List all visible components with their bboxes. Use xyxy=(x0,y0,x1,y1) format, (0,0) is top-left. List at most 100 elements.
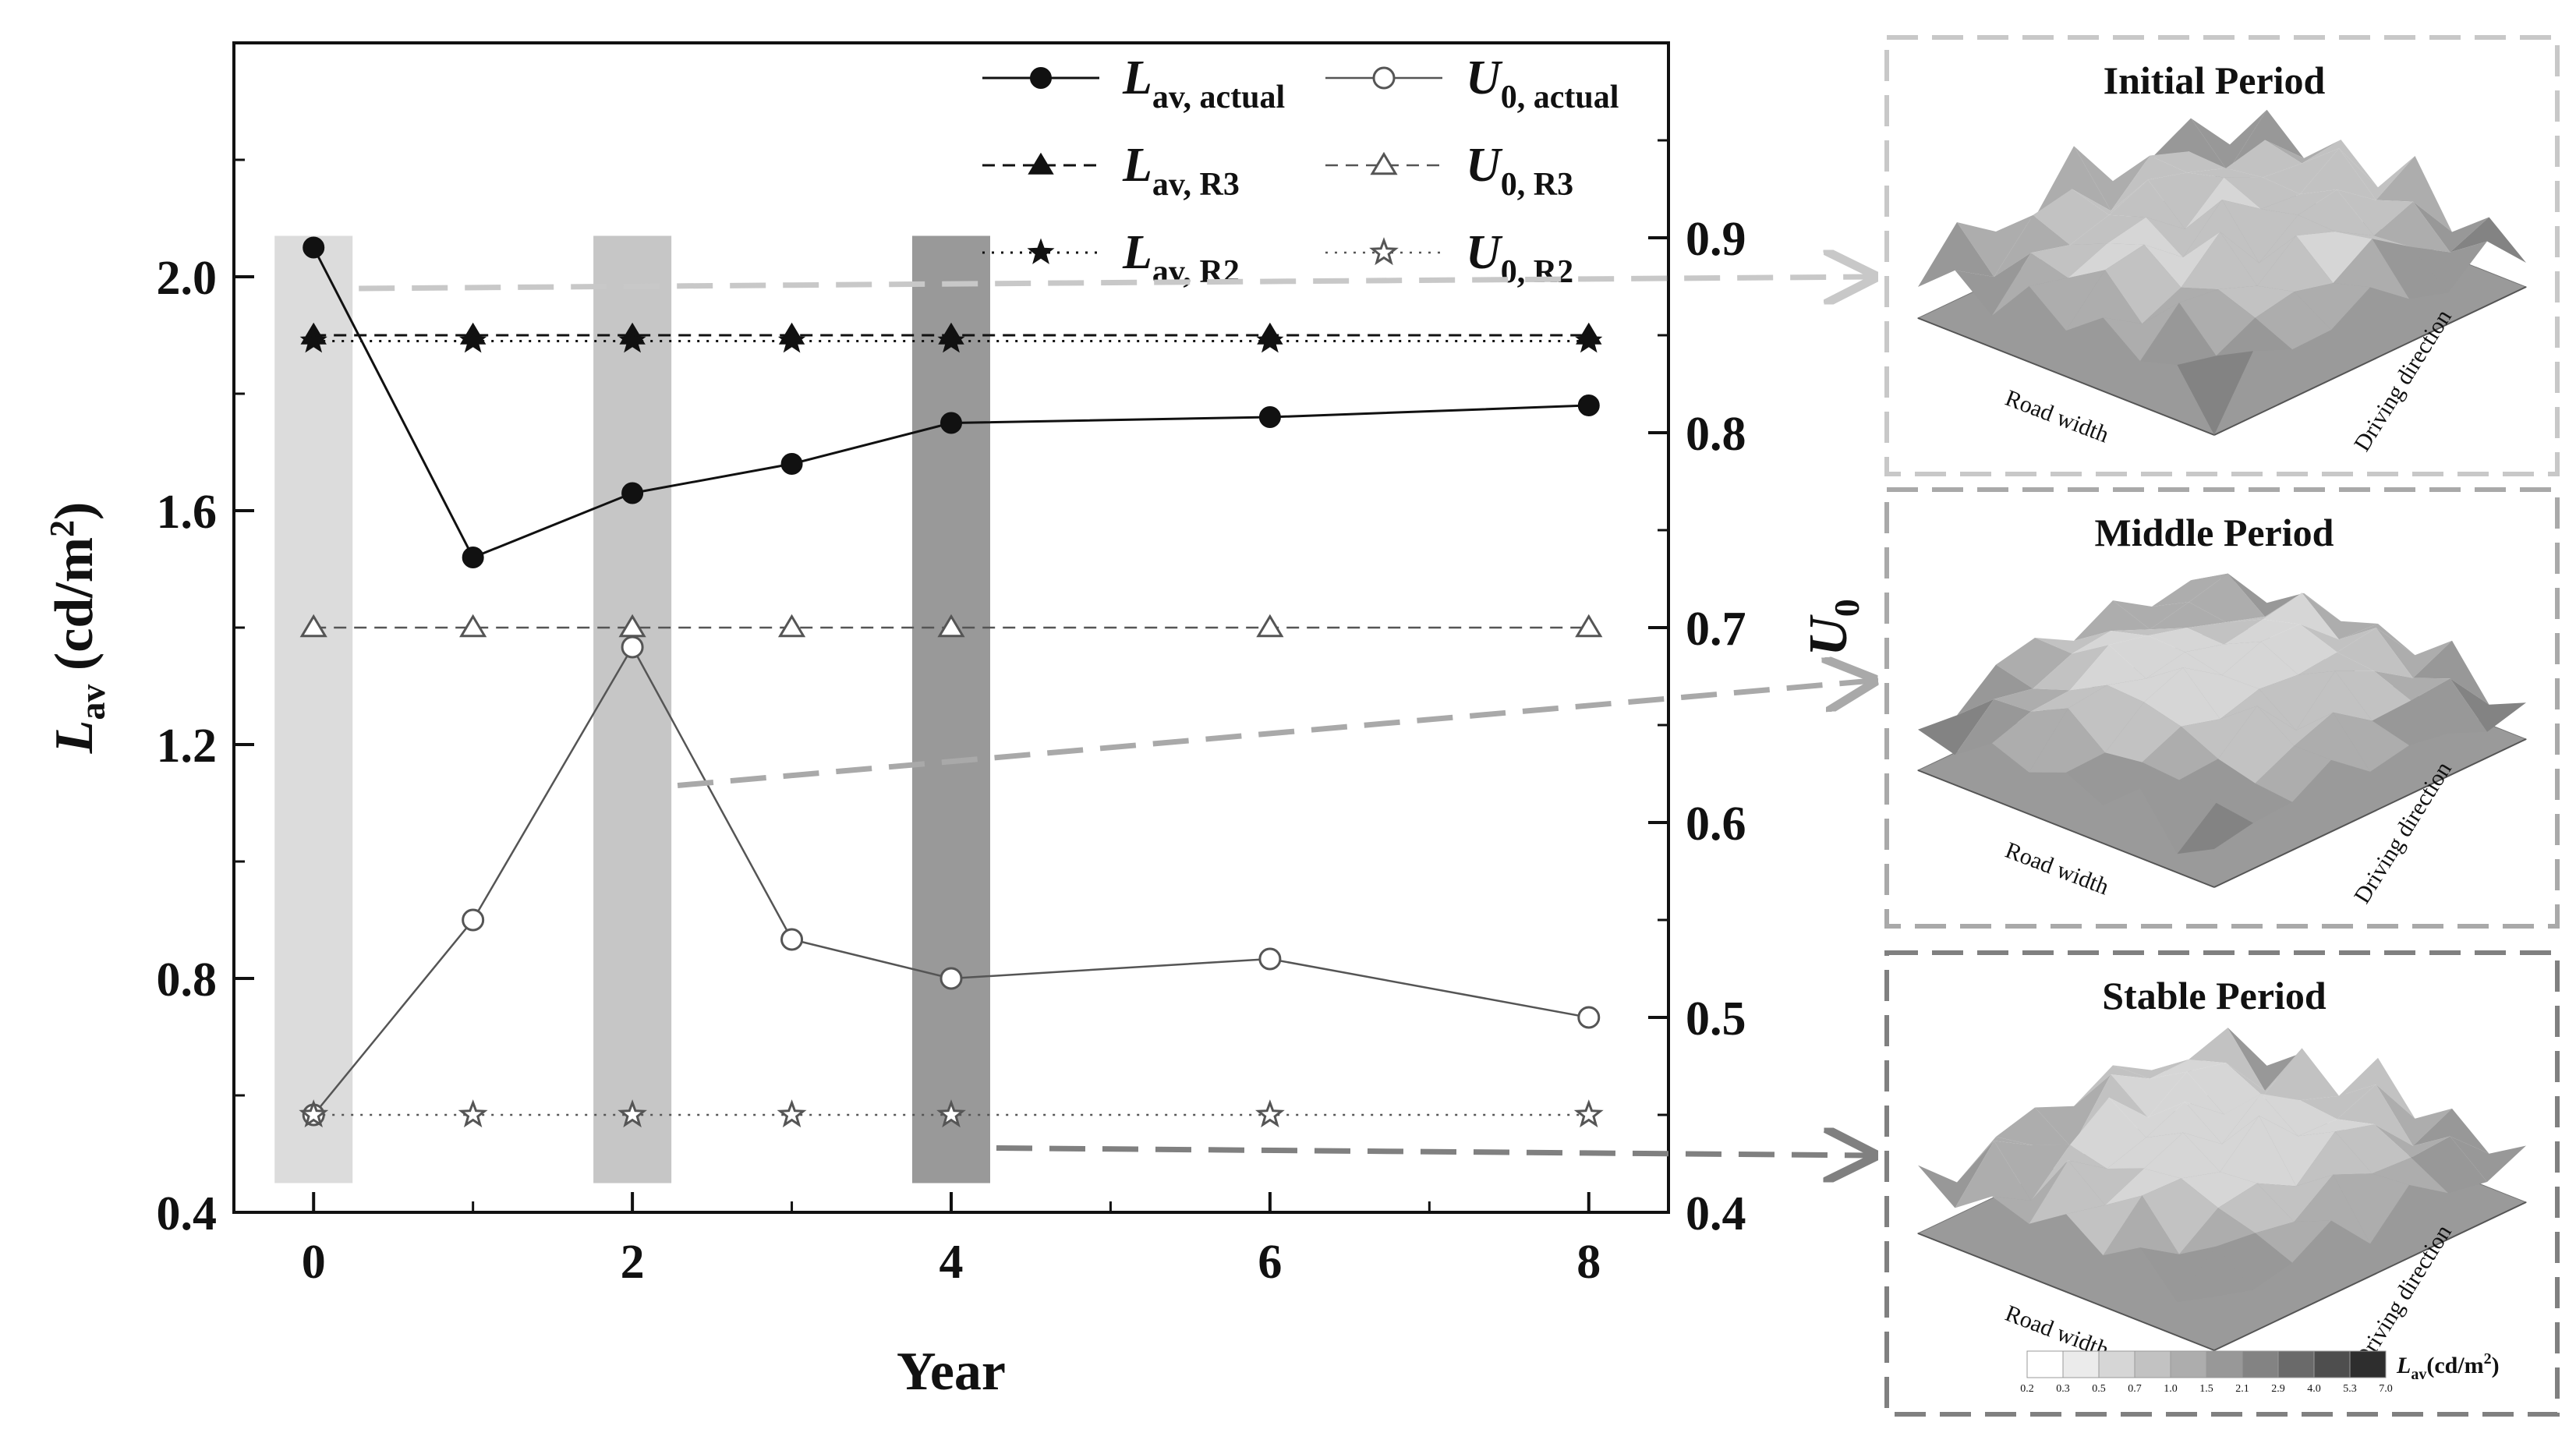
colorbar-swatch-6 xyxy=(2242,1350,2279,1378)
surface-cell-0 xyxy=(2177,351,2253,435)
surface-cell-1 xyxy=(2107,667,2183,702)
legend-label-main-2: L xyxy=(1122,139,1152,192)
surface-cell-1 xyxy=(2411,678,2487,734)
legend-label-sub-3: 0, R3 xyxy=(1501,167,1573,203)
surface-cell-2 xyxy=(1996,1107,2072,1148)
series-3-point-0 xyxy=(299,614,327,638)
surface-cell-2 xyxy=(1992,1160,2068,1224)
surface-cell-2 xyxy=(2029,1160,2105,1224)
surface-cell-2 xyxy=(2109,1097,2185,1138)
surface-cell-2 xyxy=(2257,1174,2334,1222)
series-0 xyxy=(303,236,1600,568)
surface-cell-1 xyxy=(2068,685,2144,753)
series-0-point-3 xyxy=(780,453,803,475)
series-1-point-6 xyxy=(1577,1006,1601,1029)
surface-cell-1 xyxy=(2263,593,2339,640)
surface-cell-1 xyxy=(2033,645,2109,691)
colorbar-label: Lav(cd/m2) xyxy=(2396,1350,2500,1383)
surface-cell-2 xyxy=(2376,1084,2452,1146)
surface-cell-1 xyxy=(2150,602,2226,630)
colorbar-swatch-3 xyxy=(2134,1350,2171,1378)
highlight-band-year-4 xyxy=(912,235,990,1183)
surface-cell-1 xyxy=(1994,688,2070,712)
colorbar-swatch-0 xyxy=(2026,1350,2064,1378)
right-tick-label: 0.7 xyxy=(1686,603,1746,656)
surface-cell-0 xyxy=(2107,217,2183,257)
surface-cell-1 xyxy=(2259,670,2335,731)
legend-label-3: U0, R3 xyxy=(1466,139,1573,203)
surface-cell-2 xyxy=(2107,1132,2183,1169)
surface-cell-0 xyxy=(2298,189,2374,236)
surface-cell-1 xyxy=(2142,726,2218,780)
surface-cell-2 xyxy=(2142,1178,2218,1254)
series-1 xyxy=(302,635,1601,1127)
connector-arrow-0 xyxy=(359,277,1873,288)
surface-cell-1 xyxy=(2296,670,2373,731)
legend-label-sub-5: 0, R2 xyxy=(1501,254,1573,290)
legend-marker-0 xyxy=(1030,67,1052,89)
colorbar-label-main: L xyxy=(2396,1353,2411,1378)
surface-cell-0 xyxy=(2296,232,2373,284)
surface-y-axis-0 xyxy=(2213,286,2527,436)
right-tick-label: 0.9 xyxy=(1686,213,1746,266)
series-3-point-1 xyxy=(459,614,487,638)
surface-cell-2 xyxy=(2066,1195,2143,1256)
colorbar-tick-4: 1.0 xyxy=(2164,1383,2178,1395)
connector-arrow-1 xyxy=(677,681,1873,788)
surface-cell-0 xyxy=(2450,217,2526,263)
surface-cell-0 xyxy=(2333,239,2409,299)
surface-cell-0 xyxy=(2259,214,2335,264)
surface-cell-1 xyxy=(2181,706,2257,759)
legend-label-main-0: L xyxy=(1122,51,1152,104)
left-tick-label: 0.8 xyxy=(157,953,218,1007)
surface-cell-1 xyxy=(2177,802,2253,854)
surface-cell-0 xyxy=(2035,146,2111,218)
surface-cell-0 xyxy=(2074,146,2150,211)
series-0-point-2 xyxy=(621,482,644,504)
surface-cell-1 xyxy=(2294,712,2370,772)
surface-cell-2 xyxy=(2300,1084,2376,1120)
surface-cell-1 xyxy=(2109,635,2185,679)
surface-cell-2 xyxy=(2111,1071,2187,1118)
surface-cell-1 xyxy=(1996,638,2072,689)
left-tick-label: 2.0 xyxy=(157,252,218,305)
surface-cell-2 xyxy=(2259,1116,2335,1187)
series-3-point-4 xyxy=(937,614,965,638)
surface-cell-2 xyxy=(2220,1116,2296,1187)
left-tick-label: 1.2 xyxy=(157,720,218,773)
surface-cell-2 xyxy=(2261,1094,2337,1137)
surface-cell-0 xyxy=(2140,302,2217,365)
colorbar-tick-3: 0.7 xyxy=(2128,1383,2142,1395)
surface-cell-1 xyxy=(2261,624,2337,675)
surface-cell-2 xyxy=(2179,1208,2256,1254)
surface-cell-0 xyxy=(2294,283,2370,331)
series-4-point-3 xyxy=(777,327,806,353)
surface-cell-0 xyxy=(2265,140,2341,164)
surface-cell-1 xyxy=(1955,699,2031,755)
surface-cell-0 xyxy=(2066,270,2143,331)
surface-cell-0 xyxy=(2226,140,2302,178)
surface-cell-0 xyxy=(2148,172,2224,229)
x-tick-label: 4 xyxy=(939,1236,964,1289)
surface-cell-1 xyxy=(2144,667,2220,727)
x-axis: 0 2 4 6 8 xyxy=(302,1192,1601,1289)
legend-label-main-5: U xyxy=(1466,226,1503,279)
series-4-point-4 xyxy=(937,327,965,353)
series-3-point-2 xyxy=(618,614,646,638)
surface-cell-1 xyxy=(2113,600,2189,630)
surface-cell-2 xyxy=(2189,1028,2265,1091)
surface-cell-0 xyxy=(2218,285,2295,318)
surface-cell-2 xyxy=(2074,1065,2150,1106)
colorbar-label-unit: (cd/m xyxy=(2426,1353,2483,1378)
series-0-point-0 xyxy=(303,236,325,259)
colorbar-tick-0: 0.2 xyxy=(2020,1383,2034,1395)
surface-cell-2 xyxy=(2372,1157,2448,1194)
surface-cell-1 xyxy=(2105,702,2181,762)
series-4-point-6 xyxy=(1575,327,1603,353)
colorbar-swatch-2 xyxy=(2098,1350,2135,1378)
series-0-point-4 xyxy=(940,412,962,434)
surface-cell-1 xyxy=(2035,631,2111,654)
